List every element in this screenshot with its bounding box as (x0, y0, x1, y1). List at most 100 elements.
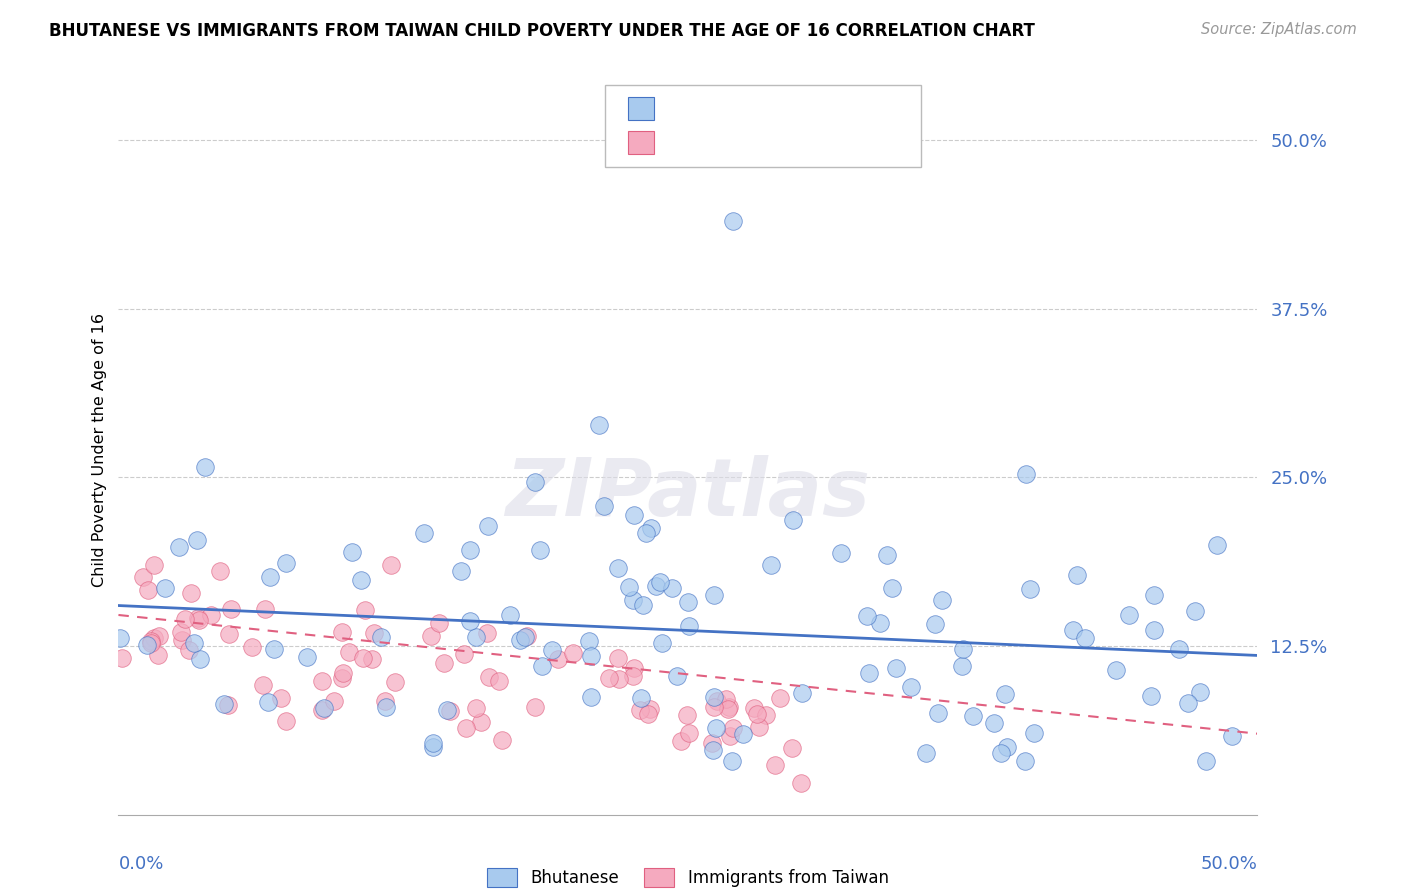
Point (617, 580, 640, 594)
Point (650, 574, 672, 589)
Point (931, 592, 953, 607)
Point (990, 746, 1012, 760)
Point (384, 675, 406, 690)
Text: R = -0.117: R = -0.117 (665, 100, 765, 118)
Point (131, 570, 153, 584)
Point (363, 625, 385, 640)
Point (453, 647, 475, 661)
Point (188, 613, 211, 627)
Point (1195, 754, 1218, 768)
Point (531, 659, 554, 673)
Point (1143, 588, 1166, 602)
Point (143, 631, 166, 645)
Point (1177, 696, 1199, 710)
Point (254, 601, 277, 615)
Point (790, 775, 813, 789)
Point (628, 702, 651, 716)
Point (714, 692, 737, 706)
Point (1062, 623, 1084, 637)
Point (174, 612, 197, 626)
Point (900, 680, 922, 694)
Point (950, 659, 973, 673)
Point (1220, 730, 1243, 744)
Point (623, 508, 645, 522)
Point (370, 630, 392, 644)
Point (146, 648, 169, 663)
Point (458, 614, 481, 628)
Legend: Bhutanese, Immigrants from Taiwan: Bhutanese, Immigrants from Taiwan (481, 861, 896, 892)
Point (547, 652, 569, 666)
Point (718, 700, 741, 714)
Point (143, 558, 166, 572)
Point (465, 701, 488, 715)
Point (219, 601, 242, 615)
Point (516, 629, 538, 643)
Point (927, 706, 949, 720)
Point (352, 651, 374, 665)
Point (723, 214, 745, 228)
Point (332, 625, 354, 640)
Point (721, 721, 744, 735)
Point (1015, 467, 1038, 481)
Point (703, 690, 725, 704)
Point (375, 700, 398, 714)
Point (1143, 624, 1166, 638)
Point (1184, 604, 1206, 618)
Point (858, 666, 880, 681)
Point (209, 564, 232, 578)
Point (702, 743, 724, 757)
Point (311, 673, 333, 688)
Point (475, 625, 498, 640)
Point (422, 740, 444, 755)
Point (661, 582, 683, 596)
Text: ZIPatlas: ZIPatlas (505, 455, 870, 533)
Point (170, 632, 193, 647)
Point (274, 714, 297, 729)
Point (217, 698, 239, 713)
Point (638, 702, 661, 716)
Point (1104, 663, 1126, 677)
Point (524, 475, 547, 490)
Point (295, 650, 318, 665)
Point (470, 715, 492, 730)
Point (413, 526, 436, 541)
Point (669, 733, 692, 747)
Point (433, 656, 456, 670)
Point (148, 629, 170, 643)
Point (983, 715, 1005, 730)
Point (717, 702, 740, 716)
Point (194, 460, 217, 475)
Point (478, 670, 501, 684)
Point (491, 733, 513, 747)
Point (180, 586, 202, 600)
Point (529, 543, 551, 558)
Point (1066, 568, 1088, 582)
Point (337, 645, 360, 659)
Point (869, 615, 891, 630)
Point (706, 694, 728, 708)
Point (561, 647, 583, 661)
Point (703, 700, 725, 714)
Point (640, 521, 662, 535)
Point (212, 697, 235, 711)
Point (360, 652, 382, 666)
Point (621, 669, 644, 683)
Point (111, 650, 134, 665)
Point (731, 727, 754, 741)
Point (373, 694, 395, 708)
Point (1014, 754, 1036, 768)
Point (830, 546, 852, 560)
Point (240, 640, 263, 654)
Point (312, 700, 335, 714)
Text: BHUTANESE VS IMMIGRANTS FROM TAIWAN CHILD POVERTY UNDER THE AGE OF 16 CORRELATIO: BHUTANESE VS IMMIGRANTS FROM TAIWAN CHIL… (49, 22, 1035, 40)
Point (108, 631, 131, 645)
Point (792, 686, 814, 700)
Point (593, 499, 616, 513)
Text: 0.0%: 0.0% (118, 855, 165, 872)
Point (666, 668, 689, 682)
Point (759, 558, 782, 573)
Point (350, 574, 373, 588)
Point (422, 736, 444, 750)
Point (252, 678, 274, 692)
Point (330, 671, 353, 685)
